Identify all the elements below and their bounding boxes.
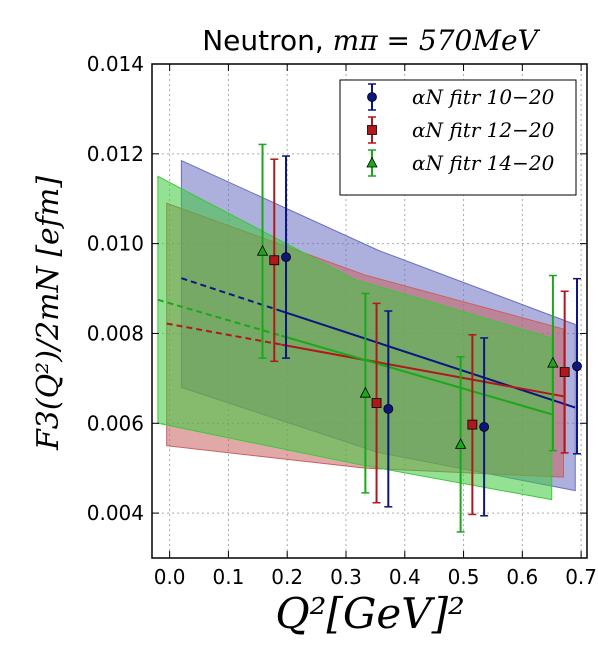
svg-text:F3(Q²)/2mN [efm]: F3(Q²)/2mN [efm] (31, 176, 66, 451)
fit-line-solid-3 (281, 334, 553, 416)
data-point (467, 419, 478, 430)
data-point (256, 244, 269, 256)
data-point (371, 398, 382, 408)
fit-line-solid-1 (281, 310, 576, 409)
x-tick-label: 0.2 (271, 565, 303, 589)
x-tick-label: 0.1 (213, 565, 245, 589)
y-tick-label: 0.008 (87, 321, 144, 345)
legend-marker (366, 156, 378, 168)
plot-frame (151, 63, 588, 559)
x-axis-label: Q²[GeV]² (275, 589, 465, 638)
y-tick-label: 0.012 (87, 142, 144, 166)
legend-entry-3: αN fitr 14−20 (366, 149, 555, 177)
legend-label: αN fitr 12−20 (412, 118, 555, 142)
axis-ticks: 0.0 0.1 0.2 0.3 0.4 0.5 0.6 0.7 0.004 0.006 0.008 0… (87, 52, 597, 589)
legend-label: αN fitr 10−20 (412, 85, 555, 109)
x-tick-label: 0.0 (154, 565, 186, 589)
x-tick-label: 0.3 (330, 565, 362, 589)
data-point (269, 255, 280, 266)
fit-line-dashed-1 (181, 277, 282, 312)
x-tick-label: 0.5 (448, 565, 480, 589)
data-point (359, 386, 372, 398)
confidence-bands (157, 159, 576, 501)
x-tick-label: 0.7 (565, 565, 597, 589)
legend-marker (367, 92, 377, 102)
y-tick-label: 0.006 (87, 411, 144, 435)
legend: αN fitr 10−20 αN fitr 12−20 αN fitr 14−20 (339, 79, 577, 196)
data-points (256, 143, 582, 533)
data-point (383, 404, 394, 414)
y-axis-label: F3(Q²)/2mN [efm] (31, 176, 66, 451)
y-tick-label: 0.014 (87, 52, 144, 76)
data-point (572, 361, 582, 372)
data-point (479, 421, 490, 432)
y-tick-label: 0.004 (87, 501, 144, 525)
legend-label: αN fitr 14−20 (412, 151, 555, 175)
y-tick-label: 0.010 (87, 232, 144, 256)
legend-box (339, 79, 577, 196)
data-point (281, 252, 291, 263)
fit-lines (157, 277, 576, 416)
legend-entry-1: αN fitr 10−20 (367, 83, 555, 111)
data-point (547, 356, 559, 368)
data-point (454, 438, 467, 449)
x-tick-label: 0.6 (506, 565, 538, 589)
data-point (559, 367, 570, 377)
fit-line-solid-2 (281, 343, 564, 398)
legend-marker (367, 125, 377, 135)
legend-entry-2: αN fitr 12−20 (367, 116, 555, 144)
chart-title: Neutron, mπ = 570MeV (202, 24, 540, 57)
fit-line-dashed-3 (157, 298, 282, 337)
x-tick-label: 0.4 (389, 565, 421, 589)
